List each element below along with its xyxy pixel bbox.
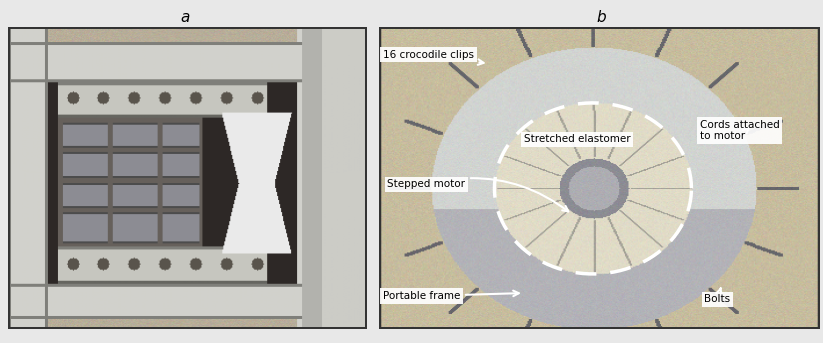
Text: Portable frame: Portable frame [383,291,518,301]
Text: Bolts: Bolts [704,288,731,304]
Text: b: b [596,10,606,25]
Text: 16 crocodile clips: 16 crocodile clips [383,50,484,65]
Text: Stretched elastomer: Stretched elastomer [524,134,630,144]
Text: Stepped motor: Stepped motor [388,178,568,211]
Text: a: a [180,10,190,25]
Text: Cords attached
to motor: Cords attached to motor [700,119,779,141]
